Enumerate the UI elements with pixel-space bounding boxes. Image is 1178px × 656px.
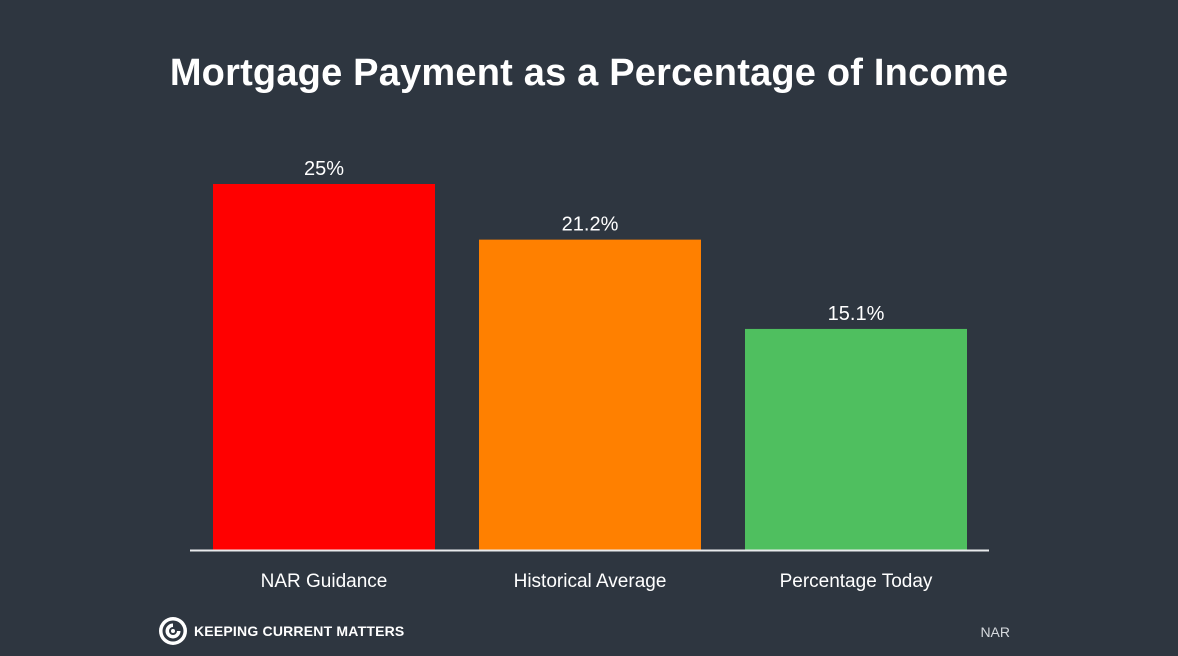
bar-3 xyxy=(745,328,967,550)
bar-value-label-1: 25% xyxy=(304,158,344,180)
category-label-3: Percentage Today xyxy=(780,571,933,592)
bar-2 xyxy=(479,239,701,550)
source-label: NAR xyxy=(980,624,1010,640)
brand-logo: Keeping Current Matters xyxy=(158,615,404,647)
chart-title: Mortgage Payment as a Percentage of Inco… xyxy=(169,52,1009,94)
brand-name: Keeping Current Matters xyxy=(194,623,405,639)
category-label-1: NAR Guidance xyxy=(261,571,388,592)
bar-value-label-3: 15.1% xyxy=(828,303,885,325)
bar-1 xyxy=(213,184,435,550)
category-label-2: Historical Average xyxy=(514,571,667,592)
swirl-logo-icon xyxy=(159,617,187,645)
bar-value-label-2: 21.2% xyxy=(562,214,619,236)
